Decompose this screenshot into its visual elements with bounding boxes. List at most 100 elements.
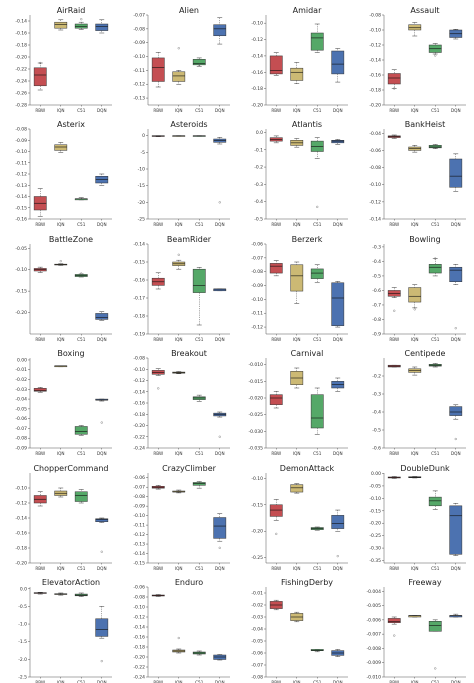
y-tick-label: -0.12 <box>133 532 145 538</box>
y-tick-label: -0.20 <box>15 55 27 61</box>
x-tick-label: IQN <box>57 566 65 571</box>
y-tick-label: -0.16 <box>15 217 27 223</box>
y-tick-label: -0.09 <box>133 504 145 510</box>
y-tick-label: -0.4 <box>372 259 381 265</box>
chart-freeway: Freeway -0.004 -0.005 -0.006 -0.007 -0.008 -0.… <box>366 578 466 683</box>
box-iqn <box>290 264 304 292</box>
x-tick-label: C51 <box>431 680 440 683</box>
y-tick-label: -0.6 <box>372 446 381 452</box>
y-tick-label: -0.22 <box>133 665 145 671</box>
x-tick-label: C51 <box>77 222 86 227</box>
x-tick-label: C51 <box>313 108 322 113</box>
y-tick-label: -5 <box>141 150 146 156</box>
outlier-point <box>39 61 42 65</box>
y-tick-label: -0.12 <box>133 615 145 621</box>
y-tick-label: -0.3 <box>372 392 381 398</box>
chart-centipede: Centipede -0.2 -0.3 -0.4 -0.5 -0.6 RBW IQN C51 DQ… <box>372 349 466 456</box>
x-tick-label: RBW <box>153 108 163 113</box>
y-tick-label: -0.13 <box>133 542 145 548</box>
x-tick-label: IQN <box>293 566 301 571</box>
y-tick-label: -0.5 <box>18 604 27 610</box>
x-tick-label: RBW <box>271 451 281 456</box>
y-tick-label: -0.07 <box>15 426 27 432</box>
box-iqn <box>408 287 422 303</box>
box-c51 <box>192 268 206 293</box>
x-tick-label: C51 <box>313 566 322 571</box>
y-tick-label: -0.08 <box>251 269 263 275</box>
x-tick-label: RBW <box>35 451 45 456</box>
y-tick-label: -0.11 <box>133 68 145 74</box>
y-tick-label: -0.12 <box>251 325 263 331</box>
box-dqn <box>449 266 463 282</box>
y-tick-label: -0.14 <box>369 217 381 223</box>
box-dqn <box>213 24 227 37</box>
y-tick-label: -0.7 <box>372 302 381 308</box>
chart-alien: Alien -0.07 -0.08 -0.09 -0.10 -0.11 -0.12 -0.13… <box>133 6 230 113</box>
y-tick-label: -0.09 <box>133 40 145 46</box>
y-tick-label: -0.16 <box>15 531 27 537</box>
y-tick-label: -0.008 <box>366 646 381 652</box>
box-iqn <box>290 484 304 493</box>
y-tick-label: -0.13 <box>15 183 27 189</box>
y-tick-label: -0.20 <box>369 103 381 109</box>
y-tick-label: -0.16 <box>251 70 263 76</box>
chart-title: ChopperCommand <box>33 464 108 473</box>
y-tick-label: -0.15 <box>15 289 27 295</box>
chart-title: DemonAttack <box>280 464 335 473</box>
chart-atlantis: Atlantis 0.0 -0.1 -0.2 -0.3 -0.4 -0.5 RBW IQN C51… <box>254 120 348 227</box>
box-dqn <box>449 505 463 555</box>
outlier-point <box>413 308 416 311</box>
y-tick-label: -0.10 <box>133 605 145 611</box>
outlier-point <box>454 327 457 330</box>
x-tick-label: DQN <box>451 680 461 683</box>
y-tick-label: 0.0 <box>20 586 27 592</box>
box-dqn <box>331 140 345 144</box>
box-dqn <box>331 50 345 75</box>
outlier-point <box>434 667 437 670</box>
x-tick-label: RBW <box>271 222 281 227</box>
x-tick-label: RBW <box>153 451 163 456</box>
x-tick-label: C51 <box>431 451 440 456</box>
y-tick-label: -0.9 <box>372 332 381 338</box>
x-tick-label: RBW <box>35 108 45 113</box>
y-tick-label: -0.11 <box>15 160 27 166</box>
box-dqn <box>95 518 109 522</box>
x-tick-label: DQN <box>97 337 107 342</box>
y-tick-label: -0.04 <box>369 131 381 137</box>
y-tick-label: -0.005 <box>366 603 381 609</box>
y-tick-label: -0.08 <box>369 13 381 19</box>
y-tick-label: -0.10 <box>251 297 263 303</box>
chart-title: CrazyClimber <box>162 464 217 473</box>
x-tick-label: DQN <box>97 108 107 113</box>
y-tick-label: -0.18 <box>251 86 263 92</box>
x-tick-label: DQN <box>333 680 343 683</box>
chart-title: AirRaid <box>57 6 86 15</box>
chart-asterix: Asterix -0.08 -0.09 -0.10 -0.11 -0.12 -0.13 -0.… <box>15 120 112 227</box>
y-tick-label: -0.15 <box>369 508 381 514</box>
chart-demonattack: DemonAttack -0.10 -0.15 -0.20 -0.25 RBW IQN C51… <box>251 464 348 571</box>
x-tick-label: RBW <box>153 337 163 342</box>
x-tick-label: IQN <box>57 337 65 342</box>
x-tick-label: C51 <box>195 337 204 342</box>
box-c51 <box>192 482 206 486</box>
y-tick-label: -0.8 <box>372 317 381 323</box>
x-tick-label: IQN <box>411 566 419 571</box>
y-tick-label: -0.10 <box>251 476 263 482</box>
chart-title: Centipede <box>405 349 446 358</box>
x-tick-label: DQN <box>97 222 107 227</box>
outlier-point <box>100 660 103 663</box>
box-iqn <box>408 24 422 31</box>
y-tick-label: -0.035 <box>248 446 263 452</box>
y-tick-label: -0.2 <box>372 374 381 380</box>
y-tick-label: -0.15 <box>251 502 263 508</box>
chart-airraid: AirRaid -0.14 -0.16 -0.18 -0.20 -0.22 -0.24 -0.… <box>15 6 112 113</box>
chart-crazyclimber: CrazyClimber -0.06 -0.07 -0.08 -0.09 -0.10 -0.… <box>133 464 230 571</box>
x-tick-label: C51 <box>195 108 204 113</box>
y-tick-label: -0.12 <box>15 501 27 507</box>
chart-assault: Assault -0.08 -0.10 -0.12 -0.14 -0.16 -0.18 -0.… <box>369 6 466 113</box>
box-c51 <box>310 268 324 279</box>
chart-title: Boxing <box>57 349 84 358</box>
y-tick-label: -0.25 <box>369 533 381 539</box>
x-tick-label: IQN <box>411 108 419 113</box>
y-tick-label: 0 <box>142 133 145 139</box>
